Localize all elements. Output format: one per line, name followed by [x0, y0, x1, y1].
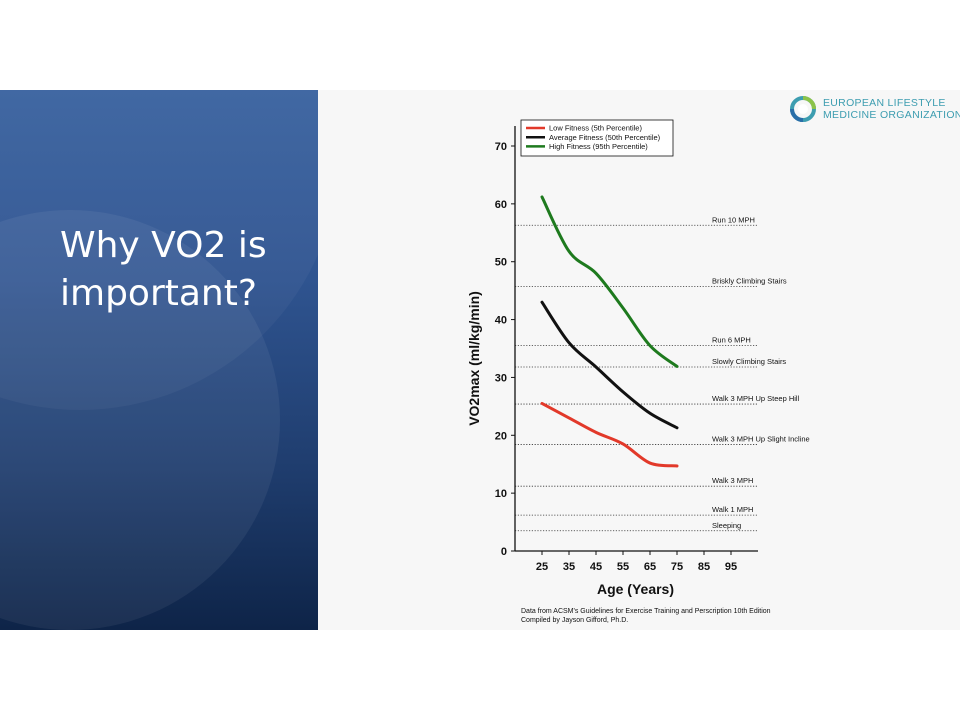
legend-label: High Fitness (95th Percentile): [549, 142, 648, 151]
footnote-line-1: Data from ACSM's Guidelines for Exercise…: [521, 608, 771, 615]
y-tick-label: 40: [495, 315, 507, 327]
series-line: [540, 195, 679, 368]
x-tick-label: 55: [617, 561, 629, 573]
y-tick-label: 30: [495, 372, 507, 384]
chart-footnote: Data from ACSM's Guidelines for Exercise…: [521, 607, 771, 625]
reference-line-label: Slowly Climbing Stairs: [712, 357, 786, 366]
y-axis-label: VO2max (ml/kg/min): [466, 291, 482, 426]
title-panel: [0, 90, 318, 630]
legend-box: [520, 119, 674, 157]
reference-line-label: Walk 1 MPH: [712, 505, 753, 514]
reference-line-label: Walk 3 MPH Up Slight Incline: [712, 435, 810, 444]
slide-title: Why VO2 is important?: [60, 225, 267, 314]
y-tick-label: 20: [495, 430, 507, 442]
logo-emblem-icon: [790, 96, 816, 122]
legend-label: Average Fitness (50th Percentile): [549, 133, 661, 142]
x-tick-label: 75: [671, 561, 683, 573]
chart-panel: [318, 90, 960, 630]
series-line: [540, 300, 679, 430]
reference-line-label: Run 6 MPH: [712, 336, 751, 345]
reference-line-label: Sleeping: [712, 521, 741, 530]
x-tick-label: 25: [536, 561, 548, 573]
y-tick-label: 50: [495, 257, 507, 269]
x-tick-label: 65: [644, 561, 656, 573]
y-tick-label: 70: [495, 141, 507, 153]
reference-line-label: Briskly Climbing Stairs: [712, 277, 787, 286]
y-tick-label: 0: [501, 546, 507, 558]
x-axis-label: Age (Years): [597, 581, 674, 597]
logo-line-1: EUROPEAN LIFESTYLE: [823, 97, 946, 109]
x-tick-label: 85: [698, 561, 710, 573]
organization-logo: EUROPEAN LIFESTYLE MEDICINE ORGANIZATION: [789, 95, 960, 125]
series-line: [540, 401, 679, 468]
y-tick-label: 60: [495, 199, 507, 211]
x-tick-label: 45: [590, 561, 602, 573]
reference-line-label: Run 10 MPH: [712, 215, 755, 224]
chart-legend: Low Fitness (5th Percentile)Average Fitn…: [520, 119, 674, 157]
footnote-line-2: Compiled by Jayson Gifford, Ph.D.: [521, 617, 629, 624]
y-tick-label: 10: [495, 488, 507, 500]
vo2max-chart: Run 10 MPH Briskly Climbing Stairs Run 6 M…: [466, 119, 810, 597]
reference-line-label: Walk 3 MPH Up Steep Hill: [712, 394, 800, 403]
x-tick-label: 35: [563, 561, 575, 573]
logo-text: EUROPEAN LIFESTYLE MEDICINE ORGANIZATION: [823, 97, 960, 121]
legend-label: Low Fitness (5th Percentile): [549, 124, 642, 133]
x-tick-label: 95: [725, 561, 737, 573]
reference-line-label: Walk 3 MPH: [712, 476, 753, 485]
logo-line-2: MEDICINE ORGANIZATION: [823, 109, 960, 121]
